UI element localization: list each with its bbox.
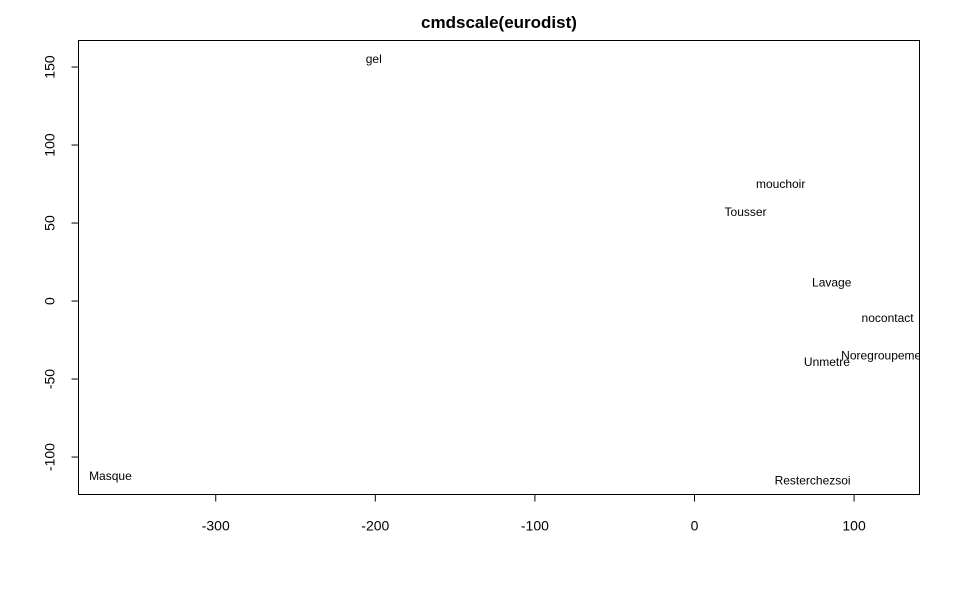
point-label: gel <box>366 52 382 66</box>
x-axis: -300 -200 -100 0 100 <box>202 494 866 534</box>
x-tick-label: 100 <box>842 518 866 534</box>
y-tick-label: -100 <box>42 443 58 471</box>
point-label: Tousser <box>725 205 767 219</box>
y-tick-label: 150 <box>42 55 58 79</box>
y-tick-label: 50 <box>42 215 58 231</box>
point-label: mouchoir <box>756 177 805 191</box>
chart-title: cmdscale(eurodist) <box>421 13 577 32</box>
y-tick-label: 0 <box>42 297 58 305</box>
y-axis: 150 100 50 0 -50 -100 <box>42 55 79 471</box>
point-label: Resterchezsoi <box>775 473 851 487</box>
y-tick-label: 100 <box>42 133 58 157</box>
point-label: Masque <box>89 469 132 483</box>
point-label: Unmetre <box>804 355 850 369</box>
point-labels: gel mouchoir Tousser Lavage nocontact Noregro… <box>89 52 921 487</box>
x-tick-label: -200 <box>361 518 389 534</box>
point-label: nocontact <box>862 311 915 325</box>
plot-frame <box>78 40 920 495</box>
x-tick-label: -100 <box>521 518 549 534</box>
point-label: Noregroupeme <box>841 349 921 363</box>
y-tick-label: -50 <box>42 369 58 389</box>
point-label: Lavage <box>812 275 852 289</box>
x-tick-label: -300 <box>202 518 230 534</box>
x-tick-label: 0 <box>691 518 699 534</box>
